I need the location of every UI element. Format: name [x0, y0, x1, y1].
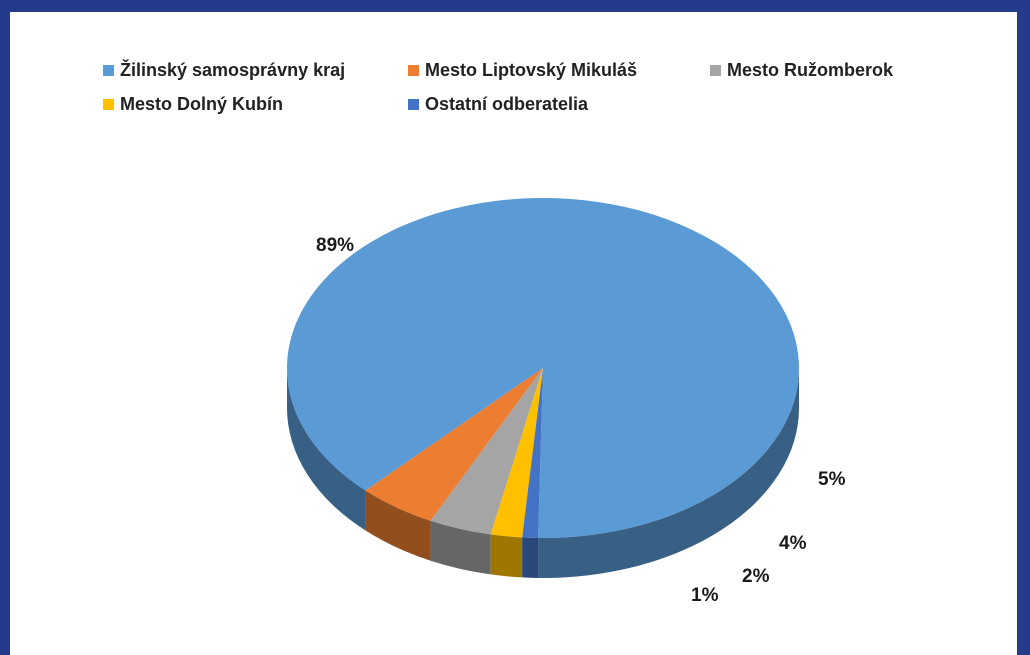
legend-label: Mesto Liptovský Mikuláš — [425, 60, 638, 80]
legend-item-dolny-kubin: Mesto Dolný Kubín — [103, 94, 283, 115]
data-label-dolny-kubin: 2% — [742, 566, 770, 587]
legend-swatch — [103, 65, 114, 76]
pie-data-labels: 89% 5% 4% 2% 1% — [316, 235, 846, 606]
legend-label: Mesto Dolný Kubín — [120, 94, 283, 114]
data-label-ruzomberok: 4% — [779, 533, 807, 554]
slice-liptovsky-mikulas — [365, 368, 543, 521]
data-label-liptovsky-mikulas: 5% — [818, 469, 846, 490]
legend-swatch — [103, 99, 114, 110]
legend-item-ostatni: Ostatní odberatelia — [408, 94, 588, 115]
slice-side-zilinsky — [538, 368, 799, 579]
slice-side-dolny-kubin — [490, 534, 523, 578]
slice-ostatni — [522, 368, 543, 538]
data-label-ostatni: 1% — [691, 585, 719, 606]
legend-item-zilinsky: Žilinský samosprávny kraj — [103, 60, 345, 81]
legend-swatch — [408, 99, 419, 110]
slice-side-ruzomberok — [430, 520, 491, 575]
legend-label: Mesto Ružomberok — [727, 60, 894, 80]
slice-ruzomberok — [430, 368, 543, 535]
legend-label: Žilinský samosprávny kraj — [120, 60, 346, 80]
legend-item-ruzomberok: Mesto Ružomberok — [710, 60, 893, 81]
pie-sides — [287, 368, 799, 579]
slice-side-liptovsky-mikulas — [365, 490, 431, 561]
slice-side-ostatni — [522, 537, 539, 578]
data-label-zilinsky: 89% — [316, 235, 354, 256]
legend-swatch — [408, 65, 419, 76]
legend-item-liptovsky-mikulas: Mesto Liptovský Mikuláš — [408, 60, 637, 81]
legend-label: Ostatní odberatelia — [425, 94, 589, 114]
slice-side-zilinsky — [287, 368, 366, 531]
legend-swatch — [710, 65, 721, 76]
pie-slices — [287, 198, 799, 538]
slice-dolny-kubin — [490, 368, 543, 538]
